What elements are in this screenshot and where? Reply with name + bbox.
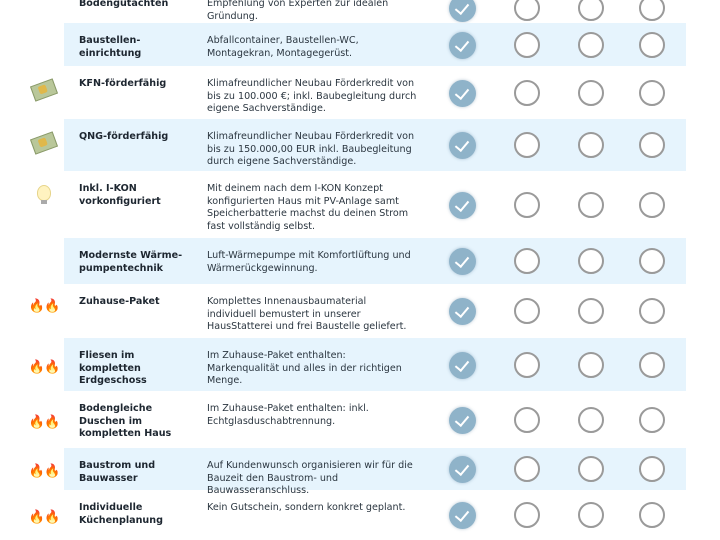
empty-circle-icon [639,0,665,21]
empty-circle-icon [514,0,540,21]
check-icon [449,0,476,22]
feature-description: Empfehlung von Experten zur idealen Grün… [207,0,389,22]
empty-circle-icon [639,502,665,528]
empty-circle-icon [514,79,540,106]
feature-title: Baustrom und Bauwasser [79,460,156,484]
fire-icon: 🔥🔥 [28,414,60,430]
table-row: Inkl. I-KON vorkonfiguriert Mit deinem na… [0,171,720,238]
check-icon [449,502,476,529]
table-row: 🔥🔥 Bodengleiche Duschen im kompletten Hau… [0,391,720,448]
check-icon [449,132,476,159]
empty-circle-icon [514,132,540,158]
empty-circle-icon [514,351,540,378]
empty-circle-icon [639,191,665,218]
check-icon [449,456,476,483]
check-icon [449,31,476,59]
feature-description: Luft-Wärmepumpe mit Komfortlüftung und W… [207,250,411,274]
check-icon [449,191,476,219]
check-icon [449,406,476,434]
feature-description: Im Zuhause-Paket enthalten: Markenqualit… [207,350,402,386]
empty-circle-icon [578,0,604,21]
feature-description: Klimafreundlicher Neubau Förderkredit vo… [207,78,417,114]
empty-circle-icon [578,351,604,378]
table-row: QNG-förderfähig Klimafreundlicher Neubau … [0,119,720,171]
feature-description: Im Zuhause-Paket enthalten: inkl. Echtgl… [207,403,369,427]
feature-title: Bodengutachten [79,0,169,9]
empty-circle-icon [639,79,665,106]
empty-circle-icon [578,191,604,218]
empty-circle-icon [639,406,665,433]
feature-title: Fliesen im kompletten Erdgeschoss [79,350,147,386]
empty-circle-icon [578,502,604,528]
empty-circle-icon [514,248,540,274]
feature-description: Kein Gutschein, sondern konkret geplant. [207,502,406,513]
table-row: KFN-förderfähig Klimafreundlicher Neubau … [0,66,720,119]
table-row: Modernste Wärme-pumpentechnik Luft-Wärmep… [0,238,720,284]
empty-circle-icon [639,351,665,378]
empty-circle-icon [578,248,604,274]
empty-circle-icon [514,456,540,482]
empty-circle-icon [639,248,665,274]
table-row: 🔥🔥 Individuelle Küchenplanung Kein Gutsche… [0,490,720,540]
empty-circle-icon [639,31,665,58]
empty-circle-icon [578,298,604,324]
empty-circle-icon [639,298,665,324]
feature-title: Zuhause-Paket [79,296,160,307]
check-icon [449,298,476,325]
feature-title: KFN-förderfähig [79,78,167,89]
money-with-wings-icon [28,78,60,102]
feature-description: Mit deinem nach dem I-KON Konzept konfig… [207,183,409,232]
empty-circle-icon [514,406,540,433]
empty-circle-icon [514,31,540,58]
feature-title: Individuelle Küchenplanung [79,502,163,526]
feature-title: Bodengleiche Duschen im kompletten Haus [79,403,172,439]
feature-description: Klimafreundlicher Neubau Förderkredit vo… [207,131,415,167]
feature-description: Abfallcontainer, Baustellen-WC, Montagek… [207,35,359,59]
feature-description: Komplettes Innenausbaumaterial individue… [207,296,407,332]
empty-circle-icon [639,456,665,482]
table-row: 🔥🔥 Fliesen im kompletten Erdgeschoss Im Zu… [0,338,720,391]
empty-circle-icon [514,191,540,218]
fire-icon: 🔥🔥 [28,510,60,525]
empty-circle-icon [639,132,665,158]
table-row: Baustellen-einrichtung Abfallcontainer, B… [0,23,720,66]
empty-circle-icon [514,502,540,528]
empty-circle-icon [578,456,604,482]
empty-circle-icon [514,298,540,324]
feature-title: Baustellen-einrichtung [79,35,142,59]
table-row: 🔥🔥 Baustrom und Bauwasser Auf Kundenwunsch… [0,448,720,496]
table-row: 🔥🔥 Zuhause-Paket Komplettes Innenausbaumat… [0,284,720,338]
check-icon [449,79,476,107]
fire-icon: 🔥🔥 [28,359,60,375]
empty-circle-icon [578,79,604,106]
feature-title: QNG-förderfähig [79,131,169,142]
feature-title: Modernste Wärme-pumpentechnik [79,250,183,274]
table-row: Bodengutachten Empfehlung von Experten zu… [0,0,720,23]
feature-title: Inkl. I-KON vorkonfiguriert [79,183,161,207]
fire-icon: 🔥🔥 [28,299,60,314]
check-icon [449,351,476,379]
feature-description: Auf Kundenwunsch organisieren wir für di… [207,460,413,496]
check-icon [449,248,476,275]
empty-circle-icon [578,31,604,58]
empty-circle-icon [578,406,604,433]
light-bulb-icon [28,183,60,205]
empty-circle-icon [578,132,604,158]
money-with-wings-icon [28,131,60,155]
fire-icon: 🔥🔥 [28,464,60,479]
